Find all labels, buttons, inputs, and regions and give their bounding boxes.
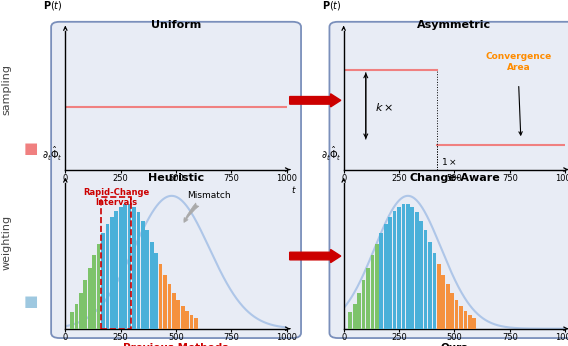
Text: sampling: sampling <box>2 64 12 116</box>
Bar <box>441 275 445 329</box>
Bar <box>379 233 383 329</box>
Bar <box>110 217 114 329</box>
Bar <box>114 211 118 329</box>
Bar <box>397 207 401 329</box>
Bar <box>392 211 396 329</box>
Bar <box>158 264 162 329</box>
Text: $\mathbf{P}(t)$: $\mathbf{P}(t)$ <box>321 0 341 12</box>
Title: Asymmetric: Asymmetric <box>417 20 491 30</box>
Bar <box>119 207 123 329</box>
Bar <box>468 315 472 329</box>
Bar <box>141 221 145 329</box>
Bar <box>172 293 176 329</box>
Title: Change-Aware: Change-Aware <box>409 173 500 183</box>
Bar <box>181 306 185 329</box>
Bar <box>437 264 441 329</box>
Text: Rapid-Change
Intervals: Rapid-Change Intervals <box>83 188 149 207</box>
Bar <box>101 197 131 329</box>
Text: Convergence
Area: Convergence Area <box>486 52 552 72</box>
Bar <box>419 221 423 329</box>
Bar <box>411 207 414 329</box>
Bar <box>194 318 198 329</box>
Bar <box>123 204 127 329</box>
Bar <box>190 315 194 329</box>
Text: $\mathbf{P}(t)$: $\mathbf{P}(t)$ <box>43 0 63 12</box>
Bar <box>136 212 140 329</box>
Bar <box>433 253 436 329</box>
Bar <box>145 230 149 329</box>
Bar <box>150 242 153 329</box>
Text: $\partial_t\hat{\Phi}_t$: $\partial_t\hat{\Phi}_t$ <box>321 145 341 163</box>
Bar <box>74 304 78 329</box>
Bar <box>79 293 83 329</box>
Bar <box>101 233 105 329</box>
Bar <box>463 311 467 329</box>
Bar <box>446 284 450 329</box>
Text: t: t <box>291 186 295 195</box>
Bar <box>185 311 189 329</box>
Bar <box>168 284 172 329</box>
Bar <box>389 217 392 329</box>
Bar <box>366 268 370 329</box>
Text: $\partial_t\hat{\Phi}_t$: $\partial_t\hat{\Phi}_t$ <box>43 145 63 163</box>
Title: Heuristic: Heuristic <box>148 173 204 183</box>
Bar <box>402 204 406 329</box>
Bar <box>362 280 365 329</box>
Text: $1\times$: $1\times$ <box>441 156 457 167</box>
Bar <box>473 318 476 329</box>
Bar <box>348 312 352 329</box>
Bar <box>88 268 91 329</box>
Title: Uniform: Uniform <box>151 20 201 30</box>
Text: ■: ■ <box>24 141 39 156</box>
Text: ■: ■ <box>24 293 39 309</box>
Text: $k\times$: $k\times$ <box>375 101 393 113</box>
Bar <box>353 304 357 329</box>
Text: weighting: weighting <box>2 215 12 270</box>
Bar <box>83 280 87 329</box>
Bar <box>177 300 180 329</box>
Bar <box>428 242 432 329</box>
Bar <box>406 204 410 329</box>
Bar <box>357 293 361 329</box>
Bar <box>92 255 96 329</box>
Bar <box>455 300 458 329</box>
Bar <box>459 306 463 329</box>
Text: Mismatch: Mismatch <box>184 191 231 222</box>
Bar <box>450 293 454 329</box>
Bar <box>154 253 158 329</box>
Bar <box>132 207 136 329</box>
Bar <box>424 230 428 329</box>
X-axis label: Previous Methods: Previous Methods <box>123 343 229 346</box>
Bar <box>128 204 131 329</box>
Bar <box>97 244 101 329</box>
Bar <box>370 255 374 329</box>
Bar <box>106 224 109 329</box>
Bar <box>70 312 74 329</box>
Bar <box>375 244 379 329</box>
Bar <box>384 224 387 329</box>
Bar <box>163 275 167 329</box>
Bar <box>415 212 419 329</box>
X-axis label: Ours: Ours <box>441 343 468 346</box>
